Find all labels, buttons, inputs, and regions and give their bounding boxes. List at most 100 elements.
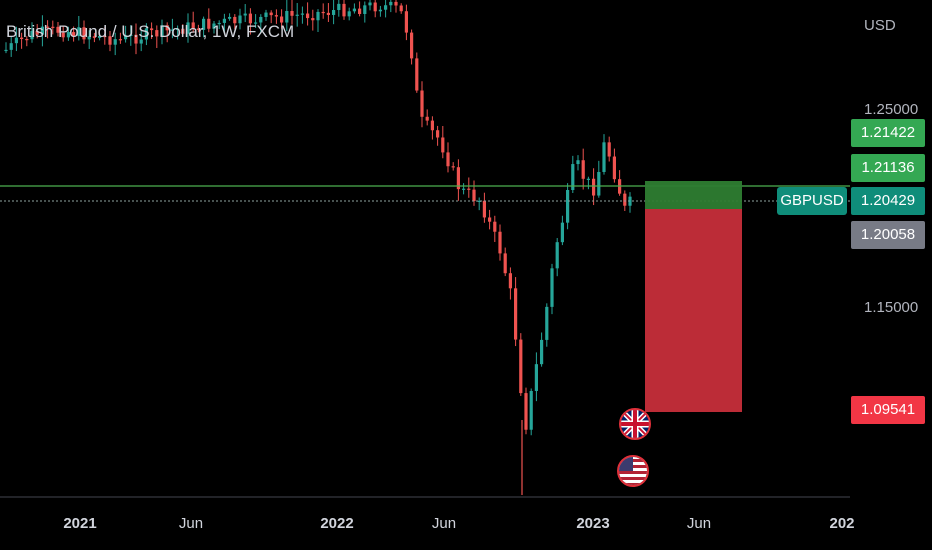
candle-body bbox=[295, 14, 299, 16]
candle-body bbox=[347, 11, 351, 17]
candle-body bbox=[482, 200, 486, 218]
candle-body bbox=[332, 10, 336, 15]
candle-body bbox=[269, 12, 273, 16]
time-label: Jun bbox=[431, 515, 457, 532]
candle-body bbox=[420, 90, 424, 117]
candle-body bbox=[87, 36, 91, 40]
candle-body bbox=[82, 27, 86, 40]
position-loss-zone bbox=[645, 209, 742, 412]
candle-body bbox=[280, 16, 284, 23]
candle-body bbox=[311, 18, 315, 21]
candle-body bbox=[139, 39, 143, 44]
candle-body bbox=[66, 32, 70, 38]
candle-body bbox=[103, 35, 107, 38]
candle-body bbox=[61, 32, 65, 38]
candle-body bbox=[202, 18, 206, 30]
candle-body bbox=[342, 3, 346, 17]
candle-body bbox=[228, 16, 232, 19]
candle-body bbox=[592, 178, 596, 196]
candle-body bbox=[176, 28, 180, 30]
candle-body bbox=[352, 8, 356, 12]
candle-body bbox=[285, 11, 289, 23]
candle-body bbox=[436, 130, 440, 138]
candle-body bbox=[160, 25, 164, 37]
candle-body bbox=[222, 18, 226, 23]
candle-body bbox=[560, 222, 564, 243]
candle-body bbox=[9, 43, 13, 50]
candle-body bbox=[586, 178, 590, 180]
candle-body bbox=[358, 8, 362, 14]
candle-body bbox=[274, 15, 278, 17]
candle-body bbox=[170, 29, 174, 31]
candle-body bbox=[25, 39, 29, 41]
time-label: 2021 bbox=[63, 515, 97, 532]
candle-body bbox=[363, 5, 367, 14]
candle-body bbox=[186, 22, 190, 34]
candle-body bbox=[498, 231, 502, 254]
candle-body bbox=[534, 364, 538, 391]
candle-body bbox=[40, 26, 44, 35]
candle-body bbox=[446, 152, 450, 167]
time-label: 2022 bbox=[320, 515, 354, 532]
candle-body bbox=[628, 196, 632, 206]
candle-body bbox=[118, 39, 122, 41]
currency-label: USD bbox=[864, 17, 896, 34]
time-label: Jun bbox=[178, 515, 204, 532]
candle-body bbox=[368, 2, 372, 6]
candle-body bbox=[20, 37, 24, 40]
candle-body bbox=[264, 12, 268, 17]
candle-body bbox=[92, 36, 96, 38]
candle-body bbox=[196, 28, 200, 30]
candlestick-series bbox=[4, 0, 632, 495]
candle-body bbox=[514, 288, 518, 340]
stop-price-tag: 1.09541 bbox=[851, 396, 925, 424]
candle-body bbox=[430, 120, 434, 131]
price-tick: 1.15000 bbox=[864, 299, 919, 316]
target-price-tag: 1.21422 bbox=[851, 119, 925, 147]
candle-body bbox=[410, 32, 414, 59]
candle-body bbox=[524, 393, 528, 430]
candle-body bbox=[155, 30, 159, 37]
position-profit-zone bbox=[645, 181, 742, 209]
candle-body bbox=[243, 13, 247, 16]
time-label: 202 bbox=[829, 515, 855, 532]
candle-body bbox=[300, 13, 304, 15]
candle-body bbox=[259, 16, 263, 23]
candle-body bbox=[129, 34, 133, 36]
candle-body bbox=[35, 30, 39, 35]
price-tick: 1.25000 bbox=[864, 101, 919, 118]
candle-body bbox=[337, 3, 341, 11]
time-label: 2023 bbox=[576, 515, 610, 532]
candle-body bbox=[4, 49, 8, 52]
candle-body bbox=[144, 28, 148, 40]
candle-body bbox=[316, 11, 320, 21]
candle-body bbox=[394, 1, 398, 6]
candle-body bbox=[462, 188, 466, 190]
candle-body bbox=[378, 9, 382, 12]
candle-body bbox=[529, 390, 533, 430]
candle-body bbox=[451, 166, 455, 168]
candle-body bbox=[425, 116, 429, 121]
candle-body bbox=[98, 35, 102, 38]
candle-body bbox=[404, 11, 408, 33]
candle-body bbox=[508, 273, 512, 289]
candle-body bbox=[207, 18, 211, 29]
candle-body bbox=[467, 188, 471, 190]
candle-body bbox=[441, 137, 445, 153]
uk-flag-icon[interactable] bbox=[619, 408, 651, 440]
candle-body bbox=[46, 26, 50, 28]
candle-body bbox=[571, 164, 575, 191]
candle-body bbox=[30, 30, 34, 40]
entry-price-tag: 1.21136 bbox=[851, 154, 925, 182]
candle-body bbox=[150, 28, 154, 31]
candle-body bbox=[399, 5, 403, 12]
symbol-tag: GBPUSD bbox=[777, 187, 847, 215]
chart-title: British Pound / U.S. Dollar, 1W, FXCM bbox=[6, 22, 295, 41]
us-flag-icon[interactable] bbox=[617, 455, 649, 487]
candle-body bbox=[14, 37, 18, 44]
candle-body bbox=[321, 11, 325, 14]
candle-body bbox=[550, 268, 554, 307]
candle-body bbox=[597, 171, 601, 196]
candle-body bbox=[108, 36, 112, 45]
